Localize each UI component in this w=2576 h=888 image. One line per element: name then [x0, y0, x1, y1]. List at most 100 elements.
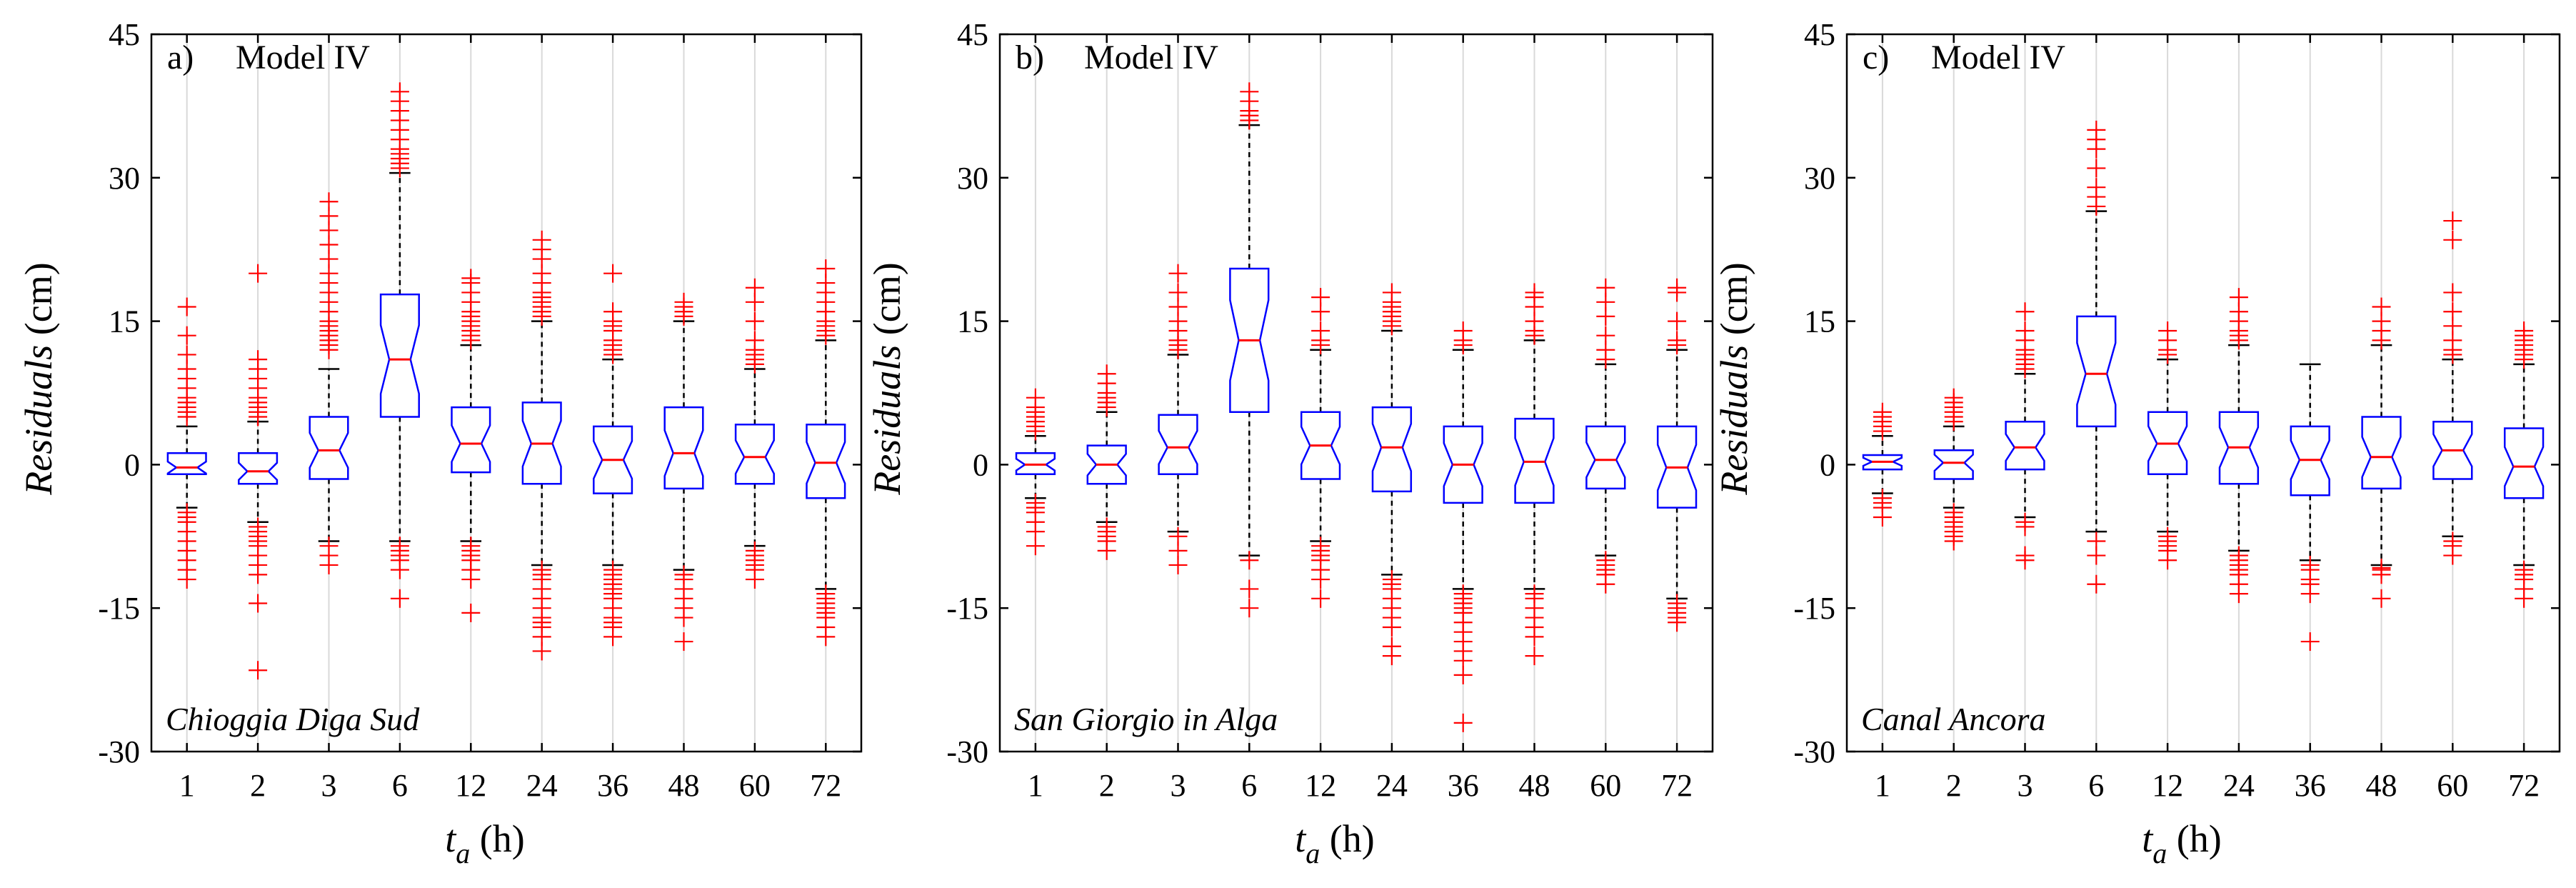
- outlier-marker: [1525, 584, 1544, 604]
- outlier-marker: [2087, 178, 2106, 197]
- outlier-marker: [2015, 302, 2035, 321]
- x-tick-label: 48: [2366, 768, 2397, 803]
- outlier-marker: [461, 269, 481, 288]
- box-group-6: [379, 82, 420, 608]
- outlier-marker: [1668, 311, 1687, 331]
- station-name: Chioggia Diga Sud: [166, 701, 420, 737]
- box-group-12: [451, 269, 491, 622]
- outlier-marker: [1026, 493, 1045, 512]
- outlier-marker: [1311, 589, 1330, 608]
- box-group-1: [1015, 388, 1056, 556]
- box-group-48: [663, 292, 704, 652]
- x-tick-label: 2: [250, 768, 266, 803]
- outlier-marker: [1240, 579, 1259, 599]
- outlier-marker: [816, 584, 836, 604]
- outlier-marker: [603, 302, 623, 321]
- outlier-marker: [2372, 558, 2391, 577]
- outlier-marker: [1596, 278, 1615, 297]
- box-group-1: [1862, 402, 1903, 527]
- y-axis-title-var: Residuals: [866, 335, 908, 496]
- y-tick-label: 30: [957, 161, 988, 196]
- outlier-marker: [177, 297, 196, 316]
- outlier-marker: [745, 278, 764, 297]
- box-group-72: [1656, 278, 1698, 632]
- box-group-36: [2290, 363, 2330, 652]
- x-tick-label: 6: [1241, 768, 1257, 803]
- x-tick-label: 2: [1099, 768, 1115, 803]
- outlier-marker: [1311, 537, 1330, 556]
- outlier-marker: [1668, 278, 1687, 297]
- y-tick-label: 45: [957, 17, 988, 52]
- box-group-6: [2076, 120, 2117, 594]
- box-body: [1371, 406, 1413, 493]
- x-axis-title-var: t: [2142, 817, 2154, 860]
- outlier-marker: [1944, 503, 1963, 522]
- box-body: [379, 293, 420, 418]
- box-group-24: [521, 230, 562, 661]
- outlier-marker: [1382, 283, 1401, 302]
- outlier-marker: [816, 259, 836, 278]
- panel-label: a): [167, 39, 194, 76]
- outlier-marker: [745, 541, 764, 560]
- x-tick-label: 12: [2152, 768, 2183, 803]
- station-name: Canal Ancora: [1861, 701, 2046, 737]
- outlier-marker: [2443, 532, 2462, 551]
- y-tick-label: -30: [98, 734, 140, 769]
- y-tick-label: 0: [124, 447, 140, 482]
- box-group-60: [2432, 211, 2473, 565]
- x-tick-label: 2: [1946, 768, 1962, 803]
- x-axis-title: ta (h): [445, 817, 524, 869]
- outlier-marker: [1873, 402, 1892, 421]
- x-tick-label: 60: [1590, 768, 1621, 803]
- outlier-marker: [1382, 637, 1401, 656]
- outlier-marker: [1453, 713, 1473, 732]
- panel-label: c): [1863, 39, 1889, 76]
- x-axis-title-var: t: [1295, 817, 1307, 860]
- x-axis-title-unit: (h): [2167, 817, 2221, 860]
- x-tick-label: 3: [2018, 768, 2033, 803]
- x-tick-label: 36: [1448, 768, 1479, 803]
- x-axis-title-unit: (h): [470, 817, 524, 860]
- outlier-marker: [532, 230, 551, 249]
- box-group-2: [1086, 364, 1127, 560]
- y-axis-title-unit: (cm): [1713, 262, 1755, 335]
- x-axis-title-var: t: [445, 817, 457, 860]
- box-body: [734, 423, 775, 485]
- x-tick-label: 1: [1875, 768, 1890, 803]
- outlier-marker: [2300, 632, 2320, 652]
- box-group-1: [166, 297, 207, 589]
- outlier-marker: [2300, 555, 2320, 574]
- outlier-marker: [1596, 551, 1615, 570]
- x-tick-label: 12: [455, 768, 486, 803]
- y-axis-title-var: Residuals: [1713, 335, 1755, 496]
- outlier-marker: [745, 331, 764, 350]
- box-body: [663, 406, 704, 490]
- y-tick-label: 45: [109, 17, 140, 52]
- outlier-marker: [461, 603, 481, 622]
- outlier-marker: [745, 311, 764, 331]
- x-tick-label: 60: [739, 768, 771, 803]
- outlier-marker: [1453, 321, 1473, 340]
- outlier-marker: [1525, 283, 1544, 302]
- outlier-marker: [2087, 120, 2106, 139]
- x-tick-label: 1: [1028, 768, 1043, 803]
- box-body: [2076, 315, 2117, 428]
- outlier-marker: [2372, 297, 2391, 316]
- outlier-marker: [532, 560, 551, 579]
- box-group-2: [1933, 388, 1974, 551]
- outlier-marker: [1668, 594, 1687, 613]
- y-axis-title: Residuals (cm): [1713, 262, 1755, 495]
- panel-label: b): [1016, 39, 1044, 76]
- x-tick-label: 12: [1305, 768, 1336, 803]
- y-tick-label: -30: [1793, 734, 1835, 769]
- box-body: [1585, 425, 1626, 490]
- box-group-60: [1585, 278, 1626, 594]
- outlier-marker: [2158, 527, 2177, 546]
- y-tick-label: -15: [98, 591, 140, 626]
- outlier-marker: [1026, 388, 1045, 407]
- outlier-marker: [674, 292, 693, 311]
- x-tick-label: 48: [1519, 768, 1550, 803]
- x-tick-label: 3: [1171, 768, 1186, 803]
